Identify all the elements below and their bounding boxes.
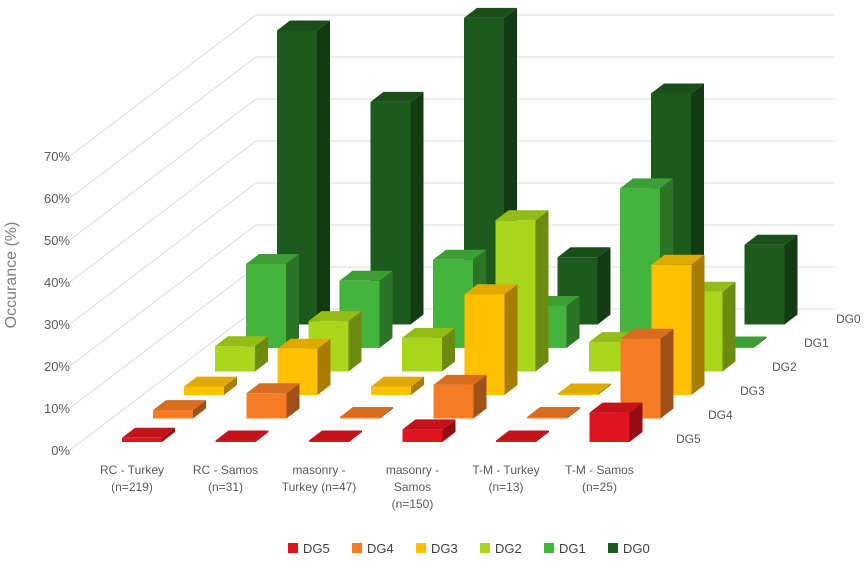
bar-dg5-3 [402,419,456,442]
y-tick-label: 50% [44,233,70,248]
legend-item-dg1: DG1 [544,541,586,556]
gridline-side [69,14,257,157]
bar-dg2-0 [215,336,268,372]
gridline-side [69,266,257,409]
series-axis-label: DG5 [676,432,701,446]
category-label: RC - Turkey (n=219) [100,463,164,494]
bar-dg2-2 [402,327,455,372]
y-tick-label: 10% [44,401,70,416]
legend-swatch [416,543,426,553]
bar-dg4-0 [153,400,206,419]
bar-dg3-4 [558,383,611,395]
y-tick-label: 70% [44,149,70,164]
bar-dg4-4 [527,407,580,419]
gridline-side [69,308,257,451]
bar-dg4-2 [340,407,393,419]
legend-label: DG2 [495,541,522,556]
gridline-side [69,182,257,325]
series-axis-label: DG2 [772,360,797,374]
bar-dg4-3 [433,374,487,419]
legend-label: DG3 [431,541,458,556]
legend-label: DG0 [623,541,650,556]
series-axis-label: DG4 [708,408,733,422]
gridline-side [69,56,257,199]
legend-label: DG5 [303,541,330,556]
legend-item-dg0: DG0 [608,541,650,556]
bar-dg1-0 [246,254,299,348]
bar-dg5-1 [215,430,269,442]
gridline-side [69,140,257,283]
legend-item-dg5: DG5 [288,541,330,556]
bar-dg3-2 [371,376,424,395]
y-tick-label: 0% [51,443,70,458]
category-label: T-M - Turkey (n=13) [472,463,539,494]
category-label: RC - Samos (n=31) [193,463,258,494]
category-label: masonry -Samos (n=150) [386,463,439,511]
legend-swatch [544,543,554,553]
legend-label: DG4 [367,541,394,556]
bar-dg5-5 [589,402,643,442]
bar-dg5-2 [309,430,362,442]
bar-dg4-1 [246,383,300,419]
legend-swatch [288,543,298,553]
y-tick-label: 30% [44,317,70,332]
legend-item-dg2: DG2 [480,541,522,556]
bar-dg0-5 [744,234,798,325]
gridline-side [69,224,257,367]
y-tick-label: 40% [44,275,70,290]
series-axis-label: DG0 [836,312,861,326]
y-tick-label: 20% [44,359,70,374]
bar-dg5-4 [496,430,549,442]
legend-item-dg4: DG4 [352,541,394,556]
legend-label: DG1 [559,541,586,556]
legend-swatch [608,543,618,553]
gridline-side [69,98,257,241]
bar-dg3-0 [184,376,237,395]
legend-swatch [480,543,490,553]
y-axis-label: Occurance (%) [3,222,20,329]
series-axis-label: DG1 [804,336,829,350]
category-label: T-M - Samos (n=25) [565,463,634,494]
series-axis-label: DG3 [740,384,765,398]
y-tick-label: 60% [44,191,70,206]
legend-item-dg3: DG3 [416,541,458,556]
category-label: masonry -Turkey (n=47) [282,463,357,494]
bar-dg5-0 [122,427,175,442]
legend-swatch [352,543,362,553]
